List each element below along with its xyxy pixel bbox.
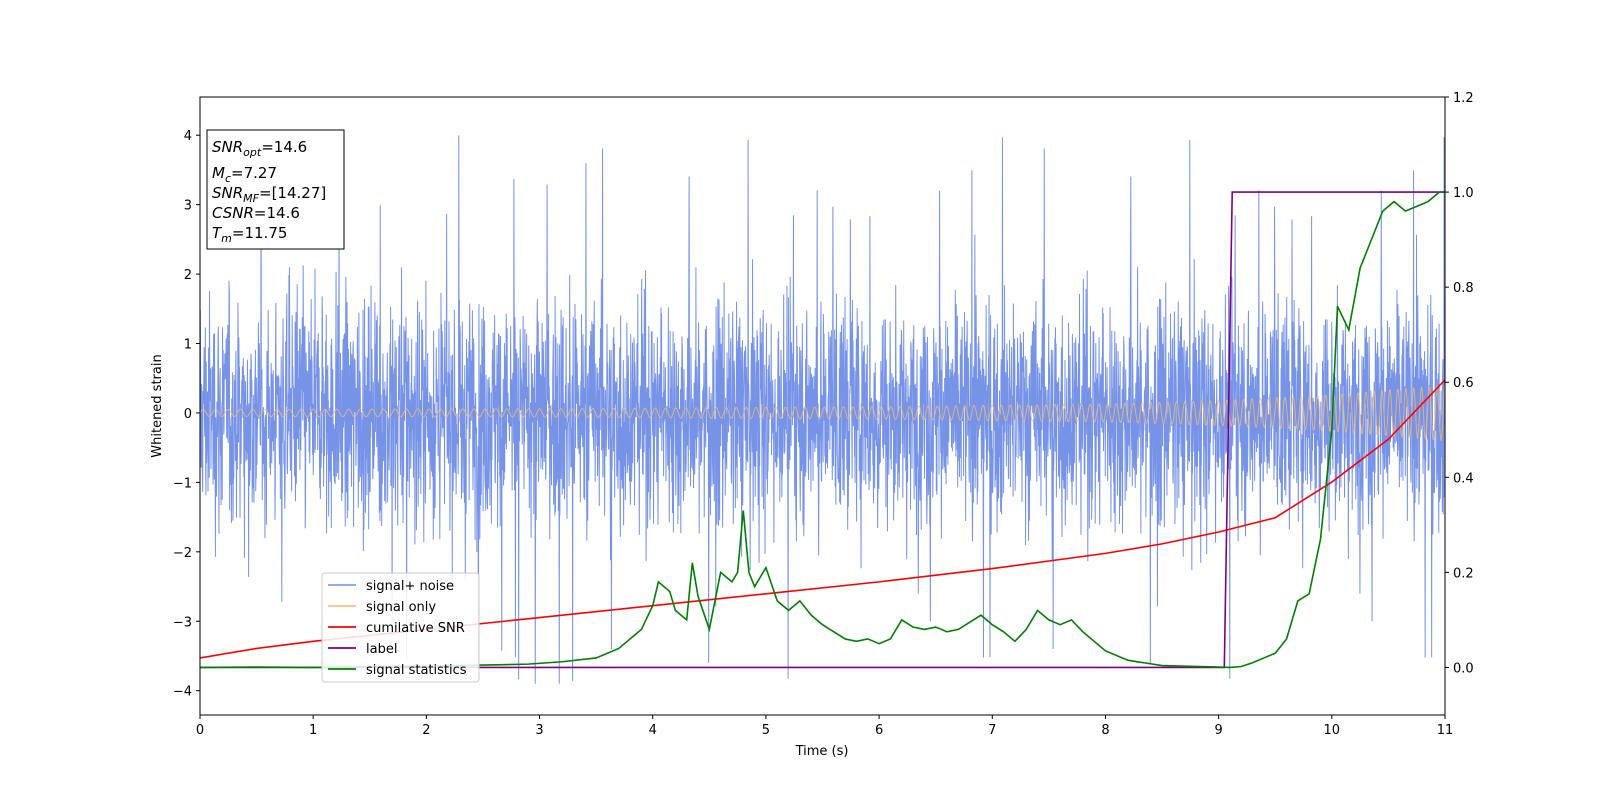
x-tick-label: 1 bbox=[309, 723, 317, 738]
y-left-tick-label: 1 bbox=[184, 338, 192, 353]
x-tick-label: 9 bbox=[1214, 723, 1222, 738]
series-label-line bbox=[200, 191, 1445, 669]
y-right-tick-label: 0.6 bbox=[1453, 376, 1474, 391]
y-left-tick-label: −2 bbox=[173, 546, 192, 561]
y-right-tick-label: 0.2 bbox=[1453, 566, 1474, 581]
series-signal-statistics-line bbox=[200, 191, 1445, 669]
series-signal-noise-line bbox=[200, 135, 1445, 684]
y-left-tick-label: −3 bbox=[173, 615, 192, 630]
y-right-tick-label: 1.2 bbox=[1453, 91, 1474, 106]
y-left-tick-label: −4 bbox=[173, 685, 192, 700]
x-axis-label: Time (s) bbox=[795, 744, 849, 759]
info-box-line: Mc=7.27 bbox=[212, 164, 277, 185]
legend-frame bbox=[321, 572, 480, 683]
info-box: SNRopt=14.6 Mc=7.27SNRMF=[14.27]CSNR=14.6… bbox=[206, 129, 345, 250]
info-box-line: SNRMF=[14.27] bbox=[212, 184, 326, 205]
x-tick-label: 11 bbox=[1437, 723, 1454, 738]
x-tick-label: 8 bbox=[1101, 723, 1109, 738]
x-tick-label: 5 bbox=[762, 723, 770, 738]
info-box-line: Tm=11.75 bbox=[212, 224, 287, 245]
legend-label: label bbox=[366, 642, 397, 657]
legend: signal+ noise signal only cumilative SNR la… bbox=[321, 572, 480, 683]
x-tick-label: 6 bbox=[875, 723, 883, 738]
y-left-tick-label: 2 bbox=[184, 268, 192, 283]
y-left-tick-label: 3 bbox=[184, 199, 192, 214]
info-box-line: SNRopt=14.6 bbox=[212, 138, 307, 159]
y-left-tick-label: −1 bbox=[173, 476, 192, 491]
info-box-frame bbox=[206, 129, 345, 250]
legend-label: signal only bbox=[366, 600, 436, 615]
x-tick-label: 0 bbox=[196, 723, 204, 738]
x-tick-label: 4 bbox=[649, 723, 657, 738]
y-axis-label: Whitened strain bbox=[150, 354, 165, 457]
axes-frame bbox=[199, 96, 1446, 716]
y-left-tick-label: 0 bbox=[184, 407, 192, 422]
legend-label: signal+ noise bbox=[366, 579, 454, 594]
y-left-tick-label: 4 bbox=[184, 129, 192, 144]
legend-label: signal statistics bbox=[366, 663, 467, 678]
x-tick-label: 2 bbox=[422, 723, 430, 738]
series-signal-only-line bbox=[200, 384, 1445, 442]
x-tick-label: 10 bbox=[1324, 723, 1341, 738]
info-box-line: CSNR=14.6 bbox=[212, 204, 300, 222]
y-right-tick-label: 0.0 bbox=[1453, 661, 1474, 676]
y-right-tick-label: 1.0 bbox=[1453, 186, 1474, 201]
x-tick-label: 3 bbox=[535, 723, 543, 738]
x-tick-label: 7 bbox=[988, 723, 996, 738]
y-right-tick-label: 0.4 bbox=[1453, 471, 1474, 486]
axes-ticks: 0 1 2 3 4 5 6 7 8 9 10 11 −4 −3 −2 −1 0 1 2 3 4 0.0 0.2 0.4 0.6 0… bbox=[173, 91, 1474, 738]
y-right-tick-label: 0.8 bbox=[1453, 281, 1474, 296]
legend-label: cumilative SNR bbox=[366, 621, 465, 636]
